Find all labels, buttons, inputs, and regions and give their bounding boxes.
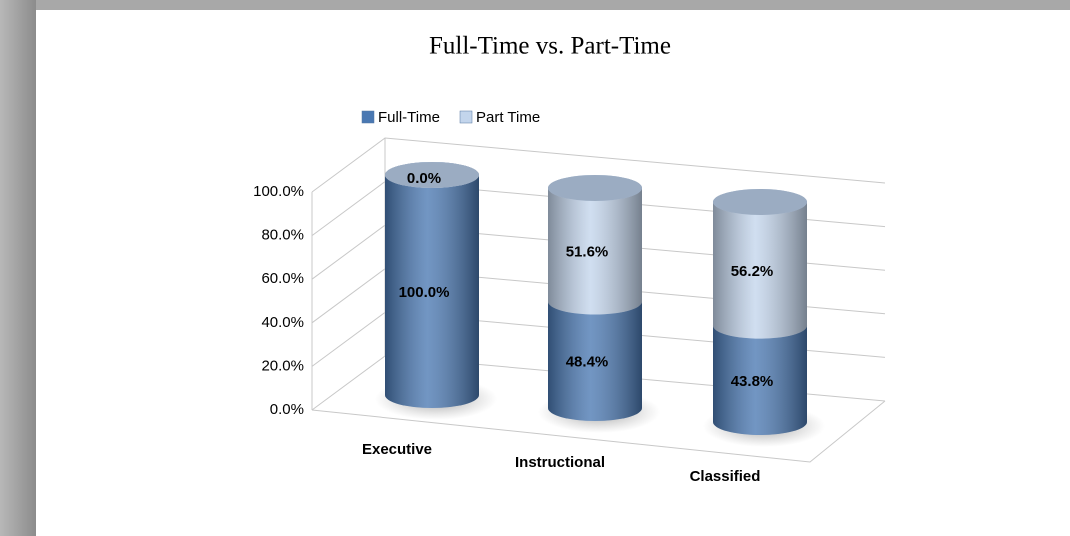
frame-left xyxy=(0,0,36,536)
legend-swatch xyxy=(361,110,375,124)
data-label: 43.8% xyxy=(731,373,774,390)
legend-label: Part Time xyxy=(476,109,540,126)
cylinder-shade xyxy=(713,312,807,435)
x-tick-label: Executive xyxy=(362,441,432,458)
x-tick-label: Classified xyxy=(690,468,761,485)
legend-label: Full-Time xyxy=(378,109,440,126)
data-label: 56.2% xyxy=(731,263,774,280)
cylinder-shade xyxy=(385,162,479,408)
y-tick-label: 80.0% xyxy=(261,227,304,244)
chart-title: Full-Time vs. Part-Time xyxy=(429,33,671,60)
data-label: 48.4% xyxy=(566,354,609,371)
y-tick-label: 20.0% xyxy=(261,357,304,374)
data-label: 100.0% xyxy=(399,284,450,301)
cylinder-shade xyxy=(548,288,642,421)
frame-top xyxy=(0,0,1070,10)
x-tick-label: Instructional xyxy=(515,454,605,471)
y-tick-label: 0.0% xyxy=(270,401,304,418)
cylinder-cap xyxy=(548,175,642,201)
y-tick-label: 100.0% xyxy=(253,183,304,200)
cylinder-shade xyxy=(713,189,807,339)
data-label: 51.6% xyxy=(566,244,609,261)
cylinder-cap-tint xyxy=(548,175,642,201)
data-label: 0.0% xyxy=(407,170,441,187)
cylinder-cap xyxy=(713,189,807,215)
y-tick-label: 40.0% xyxy=(261,314,304,331)
y-tick-label: 60.0% xyxy=(261,270,304,287)
floor xyxy=(311,400,886,463)
cylinder-shade xyxy=(548,175,642,315)
legend-swatch xyxy=(459,110,473,124)
cylinder-cap-tint xyxy=(713,189,807,215)
cylinder-cap xyxy=(385,162,479,188)
cylinder-cap-tint xyxy=(385,162,479,188)
